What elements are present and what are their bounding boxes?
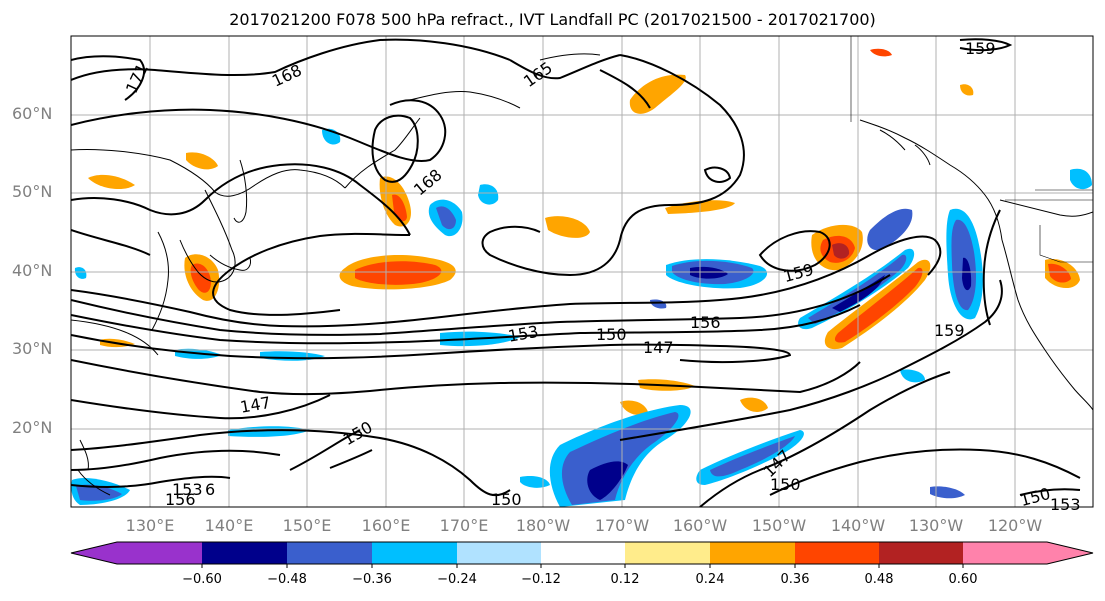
- colorbar-tick-label: −0.24: [437, 572, 477, 587]
- lon-label-160w: 160°W: [672, 516, 728, 535]
- lon-label-150w: 150°W: [751, 516, 807, 535]
- colorbar-segment: [963, 542, 1047, 564]
- plot-frame: [70, 35, 1094, 508]
- lon-label-130e: 130°E: [125, 516, 175, 535]
- lat-label-60n: 60°N: [12, 104, 53, 123]
- colorbar-segment: [625, 542, 710, 564]
- colorbar-tick-label: −0.36: [352, 572, 392, 587]
- colorbar-segment: [710, 542, 795, 564]
- colorbar-segment: [457, 542, 541, 564]
- lon-label-170e: 170°E: [439, 516, 489, 535]
- shaded-anomalies: [71, 48, 1092, 507]
- colorbar: [70, 541, 1094, 568]
- graticule: [71, 36, 1093, 507]
- colorbar-under-arrow: [71, 542, 117, 564]
- contour-label: 159: [965, 39, 996, 58]
- contour-label: 150: [491, 490, 522, 509]
- lon-label-140w: 140°W: [830, 516, 886, 535]
- height-contours: [71, 38, 1081, 507]
- contour-label: 6: [205, 480, 215, 499]
- colorbar-tick-label: −0.12: [521, 572, 561, 587]
- colorbar-tick-label: −0.48: [267, 572, 307, 587]
- lat-label-50n: 50°N: [12, 182, 53, 201]
- lon-label-140e: 140°E: [204, 516, 254, 535]
- colorbar-outline: [70, 541, 1094, 565]
- contour-label: 153: [172, 480, 203, 499]
- contour-label: 153: [1050, 495, 1081, 514]
- lon-label-160e: 160°E: [361, 516, 411, 535]
- map-title: 2017021200 F078 500 hPa refract., IVT La…: [229, 10, 876, 29]
- colorbar-segment: [202, 542, 287, 564]
- colorbar-tick-label: 0.48: [864, 572, 894, 587]
- lon-label-150e: 150°E: [282, 516, 332, 535]
- contour-label: 150: [596, 325, 627, 344]
- colorbar-segment: [879, 542, 963, 564]
- lon-label-180w: 180°W: [515, 516, 571, 535]
- colorbar-tick-label: 0.24: [695, 572, 725, 587]
- contour-label: 156: [165, 490, 196, 509]
- colorbar-tick-label: 0.12: [610, 572, 640, 587]
- lat-label-30n: 30°N: [12, 339, 53, 358]
- colorbar-tick-label: −0.60: [182, 572, 222, 587]
- lat-label-40n: 40°N: [12, 261, 53, 280]
- lon-label-170w: 170°W: [594, 516, 650, 535]
- colorbar-segment: [117, 542, 202, 564]
- colorbar-over-arrow: [1047, 542, 1093, 564]
- colorbar-tick-label: 0.36: [780, 572, 810, 587]
- colorbar-segment: [287, 542, 372, 564]
- colorbar-segment: [541, 542, 625, 564]
- colorbar-segment: [372, 542, 457, 564]
- contour-label: 150: [770, 475, 801, 494]
- contour-label: 147: [643, 338, 674, 357]
- coastlines: [71, 53, 1093, 496]
- lon-label-120w: 120°W: [987, 516, 1043, 535]
- borders: [850, 36, 1093, 263]
- lat-label-20n: 20°N: [12, 418, 53, 437]
- lon-label-130w: 130°W: [908, 516, 964, 535]
- contour-label: 159: [934, 321, 965, 340]
- contour-label: 156: [690, 313, 721, 332]
- colorbar-tick-label: 0.60: [948, 572, 978, 587]
- colorbar-segment: [795, 542, 879, 564]
